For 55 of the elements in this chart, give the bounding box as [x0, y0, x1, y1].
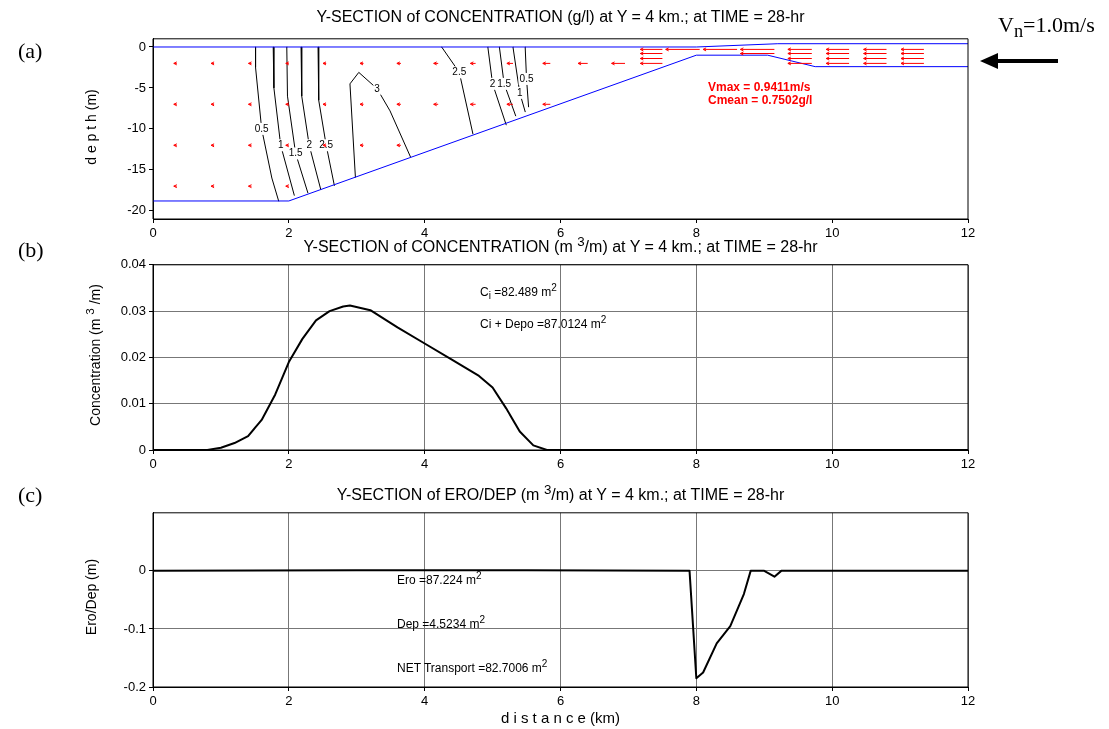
- x-tick-label: 8: [692, 456, 700, 472]
- x-tick-label: 0: [149, 225, 157, 241]
- x-tick-label: 2: [285, 456, 293, 472]
- y-tick-label: -5: [134, 79, 146, 95]
- x-tick-label: 6: [556, 225, 565, 241]
- x-tick-label: 6: [556, 456, 565, 472]
- chart-title: Y-SECTION of ERO/DEP (m $^{3}$/m) at Y = 4 km.; at TIME = 28-hr: [335, 482, 786, 504]
- y-axis-title: Ero/Dep (m): [83, 557, 100, 638]
- x-tick-label: 12: [960, 693, 976, 709]
- x-tick-label: 10: [824, 225, 840, 241]
- y-tick-label: -10: [127, 120, 146, 136]
- annotation: C$_{i}$ =82.489 m$^{2}$: [480, 282, 557, 302]
- y-tick-label: 0.01: [120, 395, 146, 411]
- x-axis-title: d i s t a n c e (km): [499, 709, 622, 726]
- text: (c): [18, 482, 43, 508]
- x-tick-label: 10: [824, 693, 840, 709]
- y-tick-label: 0.04: [120, 256, 146, 272]
- annotation: Vmax = 0.9411m/s: [708, 80, 811, 94]
- annotation: NET Transport =82.7006 m$^{2}$: [397, 658, 548, 675]
- series-label: 0.5: [519, 72, 534, 84]
- y-tick-label: 0.03: [120, 302, 146, 318]
- annotation: Ero =87.224 m$^{2}$: [397, 570, 482, 587]
- y-tick-label: -0.1: [123, 620, 146, 636]
- annotation: Cmean = 0.7502g/l: [708, 93, 813, 107]
- y-axis-title: d e p t h (m): [83, 88, 100, 167]
- chart-title: Y-SECTION of CONCENTRATION (g/l) at Y = 4 km.; at TIME = 28-hr: [315, 8, 806, 27]
- series-label: 1.5: [497, 77, 512, 89]
- x-tick-label: 4: [421, 693, 429, 709]
- x-tick-label: 12: [960, 225, 976, 241]
- annotation: Ci + Depo =87.0124 m$^{2}$: [480, 314, 607, 331]
- x-tick-label: 2: [285, 693, 293, 709]
- x-tick-label: 6: [556, 693, 565, 709]
- x-tick-label: 2: [285, 225, 293, 241]
- text: V$_{n}$=1.0m/s: [998, 12, 1095, 43]
- x-tick-label: 0: [149, 456, 157, 472]
- x-tick-label: 8: [692, 693, 700, 709]
- series-label: 1.5: [288, 147, 304, 159]
- x-tick-label: 8: [692, 225, 700, 241]
- annotation: Dep =4.5234 m$^{2}$: [397, 614, 485, 631]
- x-tick-label: 0: [149, 693, 157, 709]
- y-tick-label: 0: [138, 562, 146, 578]
- series-label: 2.5: [452, 66, 467, 78]
- x-tick-label: 12: [960, 456, 976, 472]
- y-tick-label: -20: [127, 202, 146, 218]
- x-tick-label: 4: [421, 456, 429, 472]
- y-tick-label: 0: [138, 38, 146, 54]
- y-tick-label: -15: [127, 161, 146, 177]
- x-tick-label: 10: [824, 456, 840, 472]
- y-tick-label: 0.02: [120, 348, 146, 364]
- y-tick-label: -0.2: [123, 678, 146, 694]
- series-label: 0.5: [254, 122, 270, 134]
- y-tick-label: 0: [138, 441, 146, 457]
- text: (a): [18, 38, 43, 64]
- text: (b): [18, 237, 44, 263]
- series-label: 2.5: [319, 139, 334, 151]
